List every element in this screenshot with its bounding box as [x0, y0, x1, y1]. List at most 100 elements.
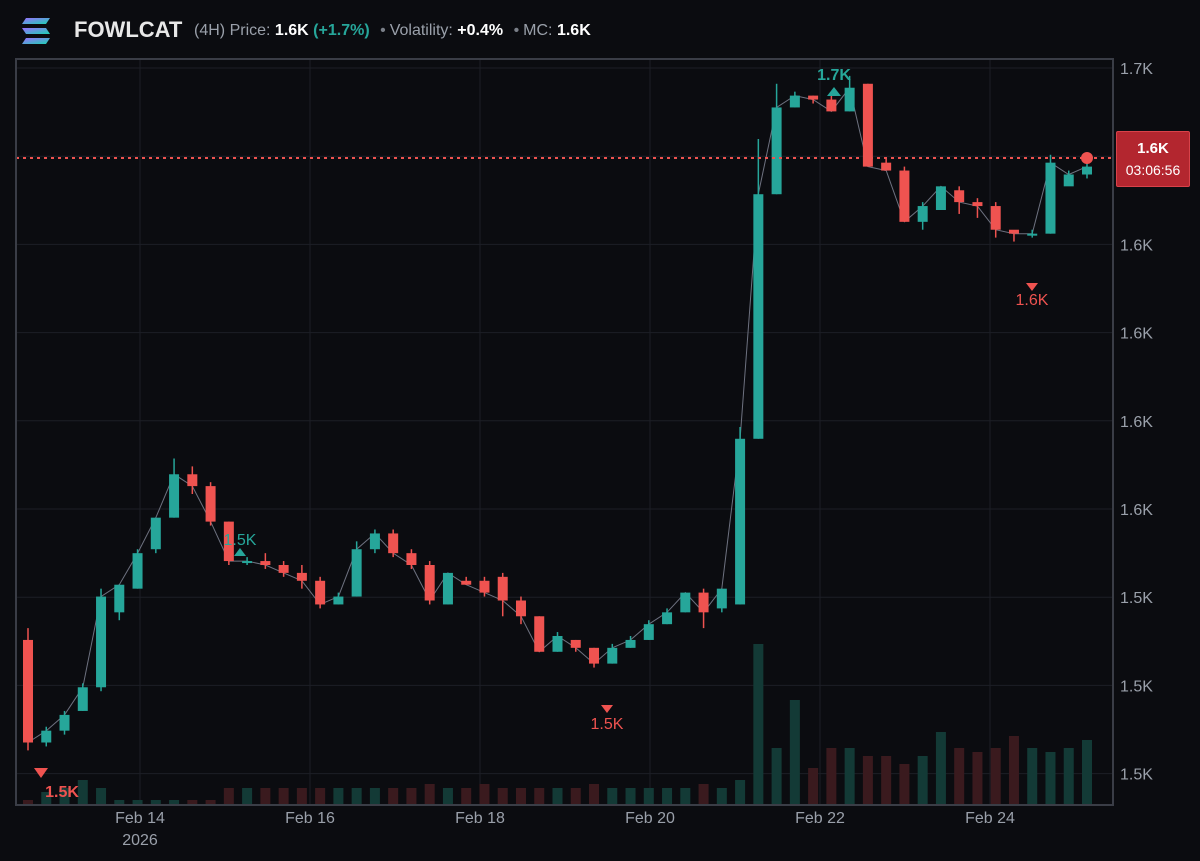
- candle-body: [205, 486, 216, 522]
- volume-bar: [1008, 736, 1019, 804]
- volume-bar: [59, 788, 70, 804]
- candle: [333, 592, 344, 605]
- candle: [534, 616, 545, 652]
- candle: [698, 588, 709, 629]
- token-name: FOWLCAT: [74, 17, 183, 42]
- candle: [406, 549, 417, 569]
- candle: [771, 83, 782, 195]
- volume-bar: [223, 788, 234, 804]
- volume-bar: [881, 756, 892, 804]
- volume-bar: [114, 800, 125, 804]
- volume-bar: [771, 748, 782, 804]
- candle: [862, 83, 873, 167]
- candle-body: [917, 206, 928, 222]
- y-axis-label: 1.6K: [1120, 502, 1153, 519]
- mc-value: 1.6K: [556, 22, 591, 39]
- x-axis-label: Feb 14: [115, 810, 165, 827]
- volume-bar: [789, 700, 800, 804]
- candle-body: [607, 647, 618, 664]
- candle: [169, 458, 180, 518]
- volume-bar: [260, 788, 271, 804]
- volume-bar: [388, 788, 399, 804]
- volume-bar: [844, 748, 855, 804]
- volume-bar: [972, 752, 983, 804]
- volume-bar: [589, 784, 600, 804]
- volume-bar: [461, 788, 472, 804]
- candle: [662, 608, 673, 625]
- volume-bar: [442, 788, 453, 804]
- x-axis-label: Feb 20: [625, 810, 675, 827]
- volume-bar: [862, 756, 873, 804]
- volume-bar: [296, 788, 307, 804]
- candle-body: [388, 533, 399, 554]
- candle-body: [260, 561, 271, 565]
- y-axis-label: 1.5K: [1120, 590, 1153, 607]
- candle-body: [515, 600, 526, 617]
- candle: [1045, 154, 1056, 234]
- candle-body: [169, 474, 180, 518]
- y-axis-label: 1.7K: [1120, 61, 1153, 78]
- candle: [735, 426, 746, 605]
- solana-logo-icon: [22, 18, 50, 44]
- candle-body: [132, 553, 143, 589]
- candle: [41, 726, 52, 747]
- candle-body: [972, 202, 983, 207]
- x-axis-year-label: 2026: [122, 832, 158, 849]
- candle: [972, 198, 983, 218]
- candle: [1027, 229, 1038, 238]
- candle: [205, 482, 216, 526]
- volume-bar: [899, 764, 910, 804]
- volume-bar: [1063, 748, 1074, 804]
- candle-body: [716, 588, 727, 609]
- candle: [643, 620, 654, 640]
- candle-body: [771, 107, 782, 195]
- candle-body: [296, 572, 307, 581]
- volume-bar: [96, 788, 107, 804]
- candle-body: [461, 580, 472, 585]
- candle-body: [570, 639, 581, 648]
- separator-dot: •: [380, 22, 386, 39]
- price-change: (+1.7%): [313, 22, 370, 39]
- candle: [315, 576, 326, 609]
- volume-bar: [479, 784, 490, 804]
- candle-body: [23, 639, 33, 743]
- candle: [680, 592, 691, 613]
- candle-body: [223, 521, 234, 562]
- local-low-annotation: 1.5K: [591, 705, 624, 733]
- candles: [23, 75, 1092, 751]
- candle: [716, 588, 727, 613]
- candle: [442, 572, 453, 605]
- candle-body: [844, 87, 855, 112]
- candle: [990, 202, 1001, 238]
- candle: [278, 561, 289, 577]
- grid: [16, 60, 1112, 804]
- candle-body: [41, 730, 52, 743]
- candle: [132, 549, 143, 589]
- mc-label: MC:: [523, 22, 553, 39]
- low-label: 1.5K: [45, 784, 79, 801]
- y-axis-label: 1.6K: [1120, 326, 1153, 343]
- candle: [260, 553, 271, 569]
- candle-body: [479, 580, 490, 593]
- candle-body: [114, 584, 125, 613]
- volume-bar: [808, 768, 819, 804]
- candle-body: [278, 565, 289, 573]
- candle-body: [826, 99, 837, 112]
- volume-bar: [242, 788, 253, 804]
- candle-body: [1063, 174, 1074, 187]
- candle-body: [789, 95, 800, 108]
- candle-body: [1082, 166, 1092, 175]
- volume-bar: [23, 800, 33, 804]
- up-arrow-icon: [827, 87, 841, 96]
- candle-body: [735, 438, 746, 605]
- header-stats: (4H) Price: 1.6K (+1.7%) • Volatility: +0…: [194, 22, 591, 40]
- candle: [150, 517, 161, 554]
- y-axis-label: 1.5K: [1120, 767, 1153, 784]
- volume-bar: [662, 788, 673, 804]
- volume-bar: [680, 788, 691, 804]
- volume-bars: [23, 644, 1092, 804]
- volatility-value: +0.4%: [457, 22, 504, 39]
- volume-bar: [826, 748, 837, 804]
- candle: [114, 584, 125, 621]
